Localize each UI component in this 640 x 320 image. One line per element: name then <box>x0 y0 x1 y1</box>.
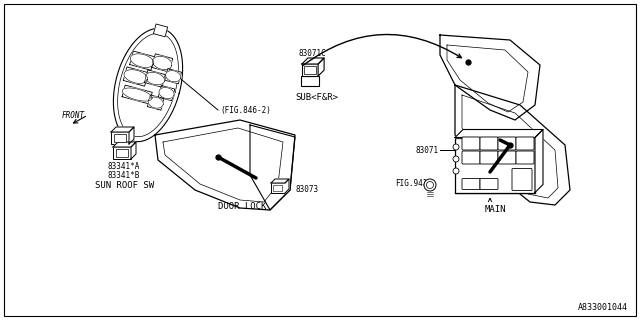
Bar <box>304 66 316 74</box>
Circle shape <box>424 179 436 191</box>
Circle shape <box>426 181 433 188</box>
FancyBboxPatch shape <box>462 179 480 189</box>
Text: 83073: 83073 <box>295 185 318 194</box>
Polygon shape <box>158 85 175 101</box>
FancyArrowPatch shape <box>303 35 461 65</box>
Polygon shape <box>250 125 295 210</box>
Bar <box>301 76 319 86</box>
Circle shape <box>453 144 459 150</box>
Polygon shape <box>124 70 148 84</box>
Polygon shape <box>165 68 182 84</box>
Text: FRONT: FRONT <box>62 110 85 119</box>
Polygon shape <box>285 179 289 193</box>
FancyBboxPatch shape <box>462 137 480 150</box>
FancyBboxPatch shape <box>512 169 532 190</box>
Polygon shape <box>155 120 295 210</box>
Polygon shape <box>122 85 152 104</box>
FancyBboxPatch shape <box>516 151 534 164</box>
Polygon shape <box>440 35 540 120</box>
Text: SUB<F&R>: SUB<F&R> <box>295 93 338 102</box>
Polygon shape <box>318 58 324 76</box>
Bar <box>455 138 535 193</box>
FancyBboxPatch shape <box>498 151 516 164</box>
Bar <box>271 183 285 193</box>
Polygon shape <box>166 71 180 82</box>
Circle shape <box>453 156 459 162</box>
Polygon shape <box>154 24 168 37</box>
Polygon shape <box>148 97 163 108</box>
Text: 83341*B: 83341*B <box>107 171 140 180</box>
Polygon shape <box>271 179 289 183</box>
Polygon shape <box>455 130 543 138</box>
Polygon shape <box>131 54 154 68</box>
Polygon shape <box>535 130 543 193</box>
Polygon shape <box>159 87 174 99</box>
Bar <box>302 64 318 76</box>
Polygon shape <box>130 51 154 70</box>
Polygon shape <box>455 85 570 205</box>
Bar <box>273 185 282 191</box>
Polygon shape <box>111 127 134 132</box>
FancyBboxPatch shape <box>480 179 498 189</box>
FancyBboxPatch shape <box>462 151 480 164</box>
Polygon shape <box>113 142 136 147</box>
Text: 83071C: 83071C <box>298 49 326 58</box>
Polygon shape <box>152 56 172 69</box>
Polygon shape <box>302 58 324 64</box>
Polygon shape <box>145 70 165 87</box>
Bar <box>116 149 128 157</box>
FancyBboxPatch shape <box>480 151 498 164</box>
Polygon shape <box>124 67 148 86</box>
Text: FIG.941: FIG.941 <box>395 179 428 188</box>
FancyBboxPatch shape <box>480 137 498 150</box>
FancyBboxPatch shape <box>516 137 534 150</box>
Polygon shape <box>145 72 164 85</box>
Text: 83071: 83071 <box>415 146 438 155</box>
Text: 83341*A: 83341*A <box>107 162 140 171</box>
Text: A833001044: A833001044 <box>578 303 628 312</box>
Bar <box>114 134 126 142</box>
Text: (FIG.846-2): (FIG.846-2) <box>220 106 271 115</box>
Polygon shape <box>113 28 182 142</box>
Polygon shape <box>147 95 164 110</box>
Circle shape <box>453 168 459 174</box>
Polygon shape <box>152 54 173 72</box>
Text: SUN ROOF SW: SUN ROOF SW <box>95 181 154 190</box>
Polygon shape <box>131 142 136 159</box>
FancyBboxPatch shape <box>498 137 516 150</box>
Polygon shape <box>122 88 152 101</box>
Bar <box>111 132 129 144</box>
Bar <box>113 147 131 159</box>
Text: MAIN: MAIN <box>485 204 506 213</box>
Text: DOOR LOCK: DOOR LOCK <box>218 202 266 211</box>
Polygon shape <box>129 127 134 144</box>
